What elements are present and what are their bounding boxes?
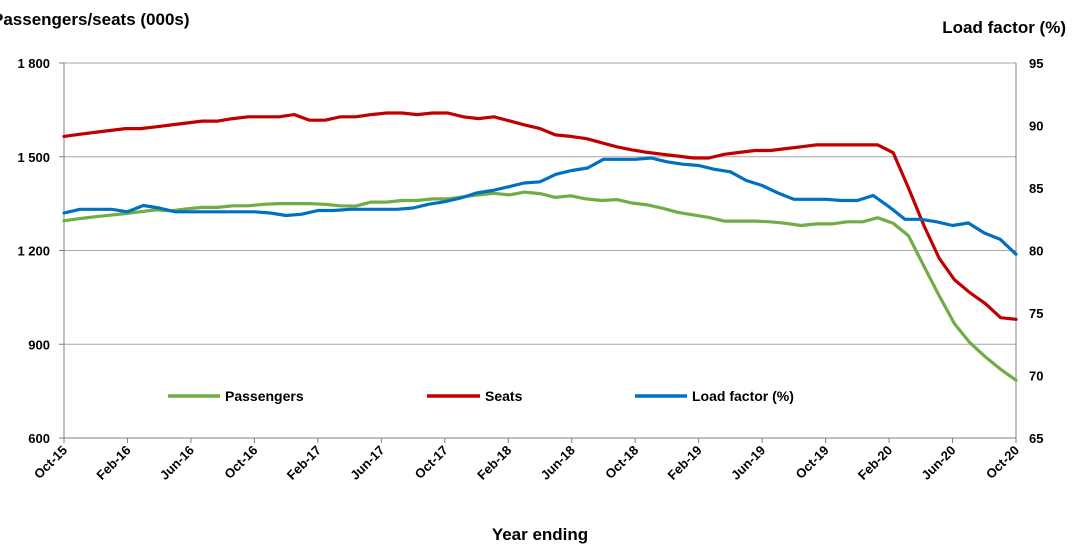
- left-axis-title: Passengers/seats (000s): [0, 10, 190, 29]
- series-line-seats: [62, 111, 1018, 321]
- legend-item-seats: Seats: [427, 388, 523, 404]
- x-tick-label: Jun-19: [728, 443, 768, 483]
- right-tick-label: 80: [1029, 244, 1043, 259]
- left-tick-label: 900: [28, 337, 50, 352]
- x-tick-label: Oct-19: [792, 443, 831, 482]
- legend: Passengers Seats Load factor (%): [168, 388, 794, 404]
- x-tick-label: Oct-17: [412, 443, 451, 482]
- legend-label-seats: Seats: [485, 388, 523, 404]
- right-tick-label: 65: [1029, 431, 1043, 446]
- legend-label-load-factor: Load factor (%): [692, 388, 794, 404]
- x-axis-title: Year ending: [492, 525, 588, 544]
- x-tick-label: Oct-18: [602, 443, 641, 482]
- legend-label-passengers: Passengers: [225, 388, 304, 404]
- left-tick-label: 1 200: [17, 244, 50, 259]
- series-line-passengers: [62, 190, 1018, 382]
- left-tick-label: 1 500: [17, 150, 50, 165]
- right-tick-label: 70: [1029, 369, 1043, 384]
- legend-item-load-factor: Load factor (%): [635, 388, 794, 404]
- series-lines: [62, 111, 1018, 382]
- x-tick-label: Oct-20: [983, 443, 1022, 482]
- x-tick-label: Feb-19: [665, 443, 705, 483]
- x-tick-label: Feb-20: [855, 443, 895, 483]
- gridlines: [64, 62, 1016, 345]
- x-tick-label: Oct-15: [31, 443, 70, 482]
- x-tick-label: Feb-18: [474, 443, 514, 483]
- x-tick-label: Oct-16: [221, 443, 260, 482]
- right-tick-label: 95: [1029, 56, 1043, 71]
- left-tick-label: 1 800: [17, 56, 50, 71]
- axes: [59, 62, 1017, 443]
- right-tick-label: 85: [1029, 181, 1043, 196]
- series-line-load-factor: [62, 156, 1018, 256]
- x-tick-label: Feb-16: [93, 443, 133, 483]
- x-tick-label: Jun-18: [538, 443, 578, 483]
- x-tick-label: Jun-16: [157, 443, 197, 483]
- right-axis-title: Load factor (%): [942, 18, 1066, 37]
- left-tick-label: 600: [28, 431, 50, 446]
- right-tick-label: 90: [1029, 119, 1043, 134]
- tick-labels: 600 900 1 200 1 500 1 800 65 70 75 80 85 90 95 Oct-1…: [17, 56, 1043, 483]
- legend-item-passengers: Passengers: [168, 388, 304, 404]
- right-tick-label: 75: [1029, 306, 1043, 321]
- x-tick-label: Feb-17: [284, 443, 324, 483]
- x-tick-label: Jun-17: [347, 443, 387, 483]
- x-tick-label: Jun-20: [918, 443, 958, 483]
